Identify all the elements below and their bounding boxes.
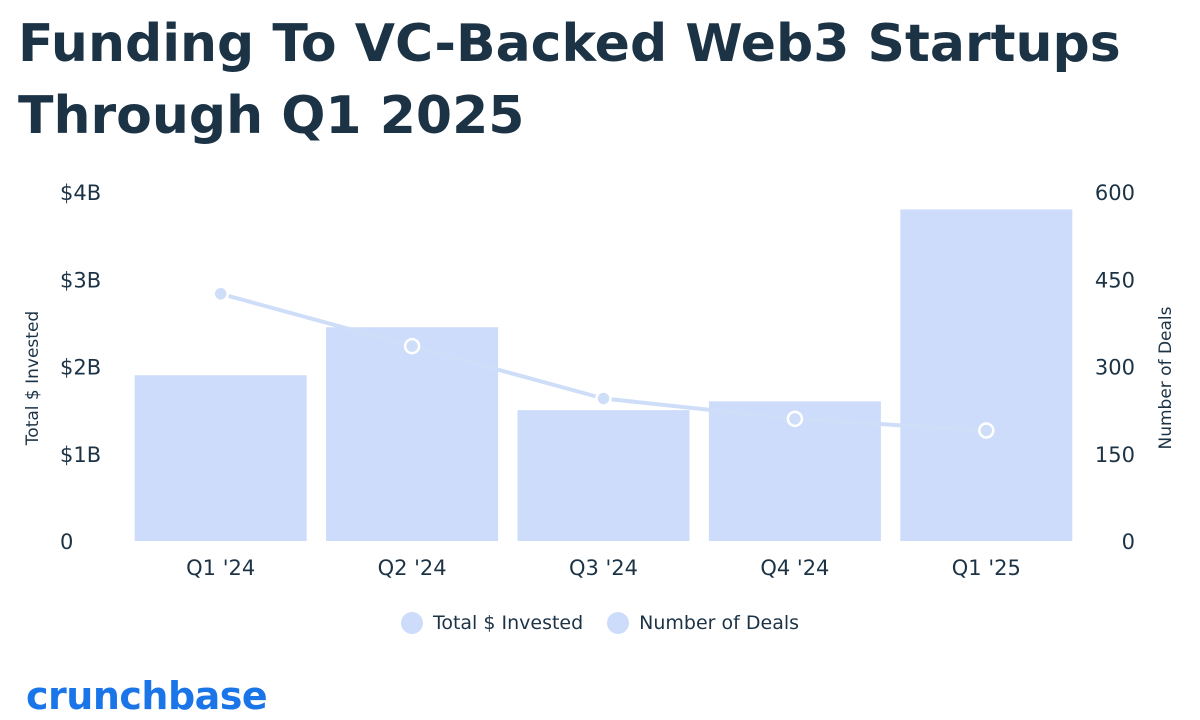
bar-total-invested bbox=[900, 209, 1073, 541]
x-axis-tick-label: Q3 '24 bbox=[569, 556, 638, 580]
y2-axis-tick-label: 0 bbox=[1122, 530, 1135, 554]
legend-label-number-of-deals: Number of Deals bbox=[639, 612, 800, 634]
point-number-of-deals bbox=[786, 410, 804, 428]
point-number-of-deals bbox=[212, 285, 229, 303]
chart-area: 0 $1B $2B $3B $4B 0 150 300 450 600 Total $ Invest… bbox=[23, 181, 1176, 580]
y2-axis-tick-label: 450 bbox=[1095, 268, 1135, 292]
y2-axis-label: Number of Deals bbox=[1156, 306, 1176, 449]
point-number-of-deals bbox=[403, 337, 421, 355]
y-axis-tick-label: $2B bbox=[60, 356, 101, 380]
bar-total-invested bbox=[517, 410, 690, 541]
y2-axis-tick-label: 150 bbox=[1095, 443, 1135, 467]
legend-swatch-number-of-deals bbox=[607, 612, 630, 634]
legend-item-number-of-deals[interactable]: Number of Deals bbox=[607, 612, 799, 634]
legend-item-total-invested[interactable]: Total $ Invested bbox=[400, 612, 584, 634]
y-axis-label: Total $ Invested bbox=[23, 311, 43, 446]
y2-axis-tick-label: 300 bbox=[1095, 356, 1135, 380]
bar-total-invested bbox=[134, 375, 307, 541]
point-number-of-deals bbox=[595, 390, 612, 407]
y-axis-tick-label: 0 bbox=[60, 530, 73, 554]
point-number-of-deals bbox=[978, 422, 995, 439]
chart-legend: Total $ Invested Number of Deals bbox=[0, 612, 1200, 634]
y-axis-tick-label: $1B bbox=[60, 443, 101, 467]
x-axis-tick-label: Q1 '25 bbox=[952, 556, 1021, 580]
y2-axis-tick-label: 600 bbox=[1095, 181, 1135, 205]
bar-total-invested bbox=[326, 327, 499, 541]
x-axis-tick-label: Q1 '24 bbox=[186, 556, 255, 580]
x-axis-tick-label: Q4 '24 bbox=[760, 556, 829, 580]
legend-label-total-invested: Total $ Invested bbox=[432, 612, 584, 634]
crunchbase-logo: crunchbase bbox=[26, 674, 268, 718]
y-axis-tick-label: $4B bbox=[60, 181, 101, 205]
legend-swatch-total-invested bbox=[400, 612, 423, 634]
y-axis-tick-label: $3B bbox=[60, 268, 101, 292]
x-axis-tick-label: Q2 '24 bbox=[378, 556, 447, 580]
chart-title: Funding To VC-Backed Web3 Startups Throu… bbox=[18, 14, 1121, 146]
